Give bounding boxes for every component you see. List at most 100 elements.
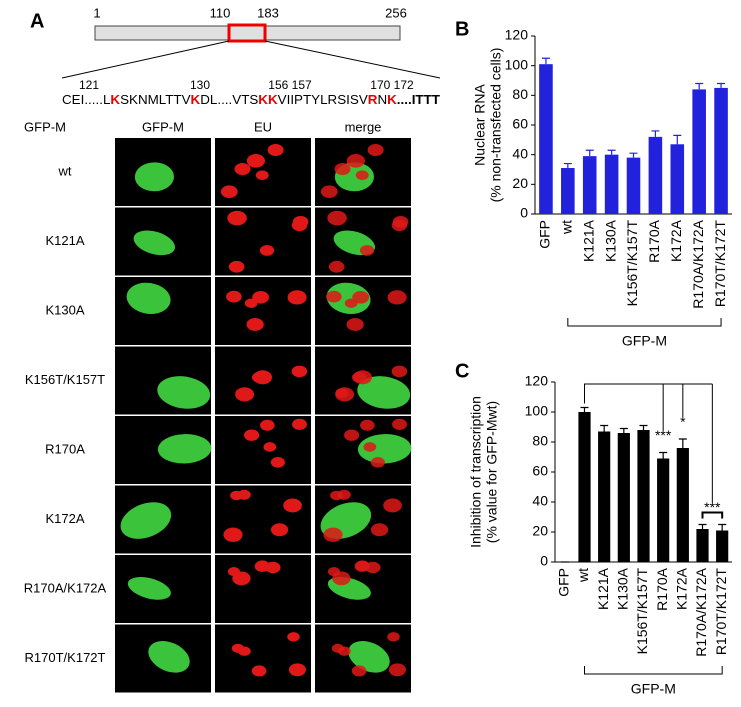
x-tick-label: R170A (646, 219, 662, 262)
nucleus (228, 260, 245, 273)
row-label: K156T/K157T (25, 372, 105, 387)
x-tick-label: GFP (556, 568, 572, 597)
nucleus (287, 290, 307, 305)
ruler-label: 1 (93, 5, 100, 20)
bar (604, 154, 619, 214)
nucleus (346, 153, 365, 168)
error-bar (698, 523, 707, 529)
sequence-part: SKNMLTTV (120, 93, 191, 107)
sequence-part: N (377, 93, 387, 107)
nucleus (351, 665, 367, 677)
error-bar (629, 152, 638, 158)
nucleus (252, 372, 267, 383)
nucleus (335, 387, 355, 402)
gfp-cell (157, 434, 212, 464)
y-axis-label: Inhibition of transcription (468, 396, 484, 548)
panel-label: C (455, 360, 469, 382)
residue-number: 156 157 (268, 78, 312, 92)
nucleus (323, 527, 343, 542)
residue-number: 130 (190, 78, 210, 92)
y-tick-label: 120 (525, 373, 549, 389)
nucleus (387, 632, 400, 642)
nucleus (363, 442, 377, 452)
x-tick-label: K130A (602, 219, 618, 262)
nucleus (370, 523, 389, 537)
nucleus (367, 143, 384, 156)
group-bracket (584, 666, 723, 675)
y-tick-label: 0 (540, 553, 548, 569)
region-box (227, 23, 267, 43)
nucleus (259, 245, 275, 256)
bar (582, 156, 597, 214)
comparison-line (584, 383, 713, 404)
nucleus (252, 290, 270, 304)
error-bar (659, 451, 668, 459)
significance: *** (704, 499, 721, 515)
row-label: K130A (45, 302, 84, 317)
ruler-label: 110 (210, 5, 231, 20)
y-tick-label: 120 (505, 27, 529, 43)
bar (561, 168, 575, 214)
bar (657, 458, 670, 562)
sequence-part: K (191, 93, 201, 107)
micrograph (215, 485, 311, 554)
x-tick-label: R170T/K172T (713, 568, 729, 656)
y-tick-label: 40 (512, 145, 528, 161)
bar (637, 430, 650, 562)
error-bar (619, 427, 628, 433)
nucleus (260, 419, 275, 431)
bar (670, 144, 685, 214)
error-bar (541, 57, 550, 65)
zoom-line (61, 40, 230, 79)
error-bar (678, 438, 687, 448)
gfp-cell (326, 282, 371, 314)
nucleus (227, 567, 240, 577)
nucleus (331, 643, 345, 653)
nucleus (352, 372, 367, 383)
zoom-line (264, 40, 441, 79)
bar (648, 136, 663, 214)
significance: *** (655, 427, 672, 443)
bar (696, 529, 709, 562)
nucleus (328, 260, 345, 273)
sequence-part: DL....VTS (200, 93, 258, 107)
nucleus (263, 442, 277, 452)
bar (617, 433, 630, 562)
nucleus (365, 561, 381, 574)
error-bar (600, 424, 609, 432)
nucleus (223, 527, 243, 542)
y-tick-label: 20 (512, 175, 528, 191)
error-bar (580, 406, 589, 412)
nucleus (255, 170, 269, 181)
gfp-cell (148, 640, 190, 673)
ruler-label: 256 (385, 5, 407, 20)
row-label: wt (58, 163, 72, 178)
y-axis-label: (% value for GFP-Mwt) (484, 401, 500, 543)
y-tick-label: 60 (512, 116, 528, 132)
gfp-cell (126, 282, 171, 314)
x-tick-label: K156T/K157T (634, 568, 650, 655)
sequence-part: VIIPTYLRSISV (278, 93, 369, 107)
nucleus (270, 523, 289, 537)
nucleus (291, 365, 308, 378)
nucleus (344, 429, 360, 441)
nucleus (355, 170, 369, 181)
bar (598, 431, 611, 562)
row-label: K172A (45, 511, 84, 526)
y-axis-label: Nuclear RNA (472, 84, 488, 166)
bar (692, 89, 706, 214)
x-tick-label: wt (559, 220, 575, 235)
y-axis-label: (% non-transfected cells) (488, 48, 504, 203)
x-tick-label: K121A (595, 567, 611, 610)
sequence-part: ....ITTT (397, 93, 441, 107)
error-bar (651, 130, 660, 137)
gfp-cell (134, 162, 174, 192)
y-tick-label: 100 (505, 56, 529, 72)
column-header: EU (254, 119, 272, 134)
error-bar (718, 523, 727, 531)
nucleus (392, 418, 407, 430)
ruler-label: 183 (257, 5, 279, 20)
nucleus (330, 490, 343, 501)
x-tick-label: GFP (537, 220, 553, 249)
